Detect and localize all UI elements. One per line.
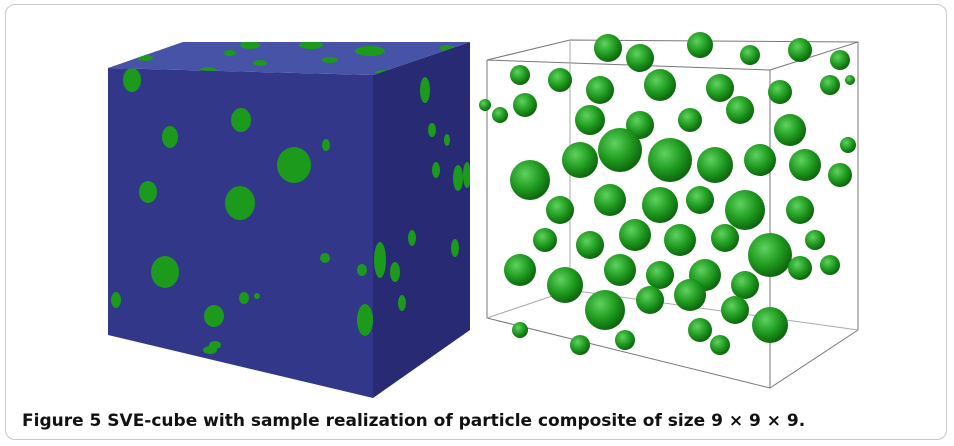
figure-art: [0, 0, 954, 446]
inclusion: [357, 304, 373, 336]
particle: [820, 75, 840, 95]
particle: [774, 114, 806, 146]
particle: [726, 96, 754, 124]
particle: [644, 69, 676, 101]
particle: [748, 233, 792, 277]
inclusion: [453, 165, 463, 191]
page: {"figure": {"caption": "Figure 5 SVE-cub…: [0, 0, 954, 446]
inclusion: [420, 77, 430, 103]
particle: [706, 74, 734, 102]
particle: [664, 224, 696, 256]
inclusion: [151, 256, 179, 288]
inclusion: [322, 139, 330, 151]
particle: [830, 50, 850, 70]
particle: [788, 38, 812, 62]
particle: [512, 322, 528, 338]
inclusion: [408, 230, 416, 246]
particle: [687, 32, 713, 58]
particle: [504, 254, 536, 286]
particle: [510, 160, 550, 200]
inclusion: [253, 60, 267, 66]
inclusion: [451, 239, 459, 257]
inclusion: [322, 57, 338, 63]
particle: [805, 230, 825, 250]
inclusion: [224, 50, 236, 56]
particle: [789, 149, 821, 181]
figure-caption: Figure 5 SVE-cube with sample realizatio…: [22, 411, 805, 431]
inclusion: [139, 181, 157, 203]
particle: [570, 335, 590, 355]
inclusion: [428, 123, 436, 137]
particle: [740, 45, 760, 65]
inclusion: [432, 162, 440, 178]
particle: [615, 330, 635, 350]
inclusion: [137, 55, 153, 61]
particle: [686, 186, 714, 214]
particle: [546, 196, 574, 224]
inclusion: [390, 262, 400, 282]
particle: [562, 142, 598, 178]
particle: [744, 144, 776, 176]
inclusion: [355, 46, 385, 56]
inclusion: [204, 305, 224, 327]
particle: [840, 137, 856, 153]
particle: [636, 286, 664, 314]
inclusion: [231, 108, 251, 132]
particles: [479, 32, 856, 355]
inclusion: [162, 126, 178, 148]
inclusion: [357, 264, 367, 276]
particle: [788, 256, 812, 280]
particle: [648, 138, 692, 182]
particle: [619, 219, 651, 251]
particle: [721, 296, 749, 324]
inclusion: [444, 134, 450, 146]
particle: [585, 290, 625, 330]
particle: [626, 44, 654, 72]
particle: [828, 163, 852, 187]
inclusion: [111, 292, 121, 308]
inclusion: [398, 295, 406, 311]
particle: [710, 335, 730, 355]
particle: [492, 107, 508, 123]
solid-cube: [108, 41, 471, 398]
inclusion: [203, 346, 217, 354]
particle: [594, 184, 626, 216]
particle: [547, 267, 583, 303]
particle: [768, 80, 792, 104]
particle: [711, 224, 739, 252]
inclusion: [374, 242, 386, 278]
particle: [752, 307, 788, 343]
particle: [674, 279, 706, 311]
particle: [678, 108, 702, 132]
particle: [479, 99, 491, 111]
inclusion: [239, 292, 249, 304]
inclusion: [240, 41, 260, 49]
particle: [575, 105, 605, 135]
inclusion: [277, 147, 311, 183]
particle: [697, 147, 733, 183]
inclusion: [299, 41, 323, 49]
particle: [642, 187, 678, 223]
particle: [646, 261, 674, 289]
particle: [510, 65, 530, 85]
particle: [820, 255, 840, 275]
inclusion: [463, 162, 471, 188]
particle: [731, 271, 759, 299]
particle: [725, 190, 765, 230]
inclusion: [254, 293, 260, 299]
particle: [598, 128, 642, 172]
particle: [586, 76, 614, 104]
particle: [513, 93, 537, 117]
particle: [594, 34, 622, 62]
particle: [533, 228, 557, 252]
particle: [845, 75, 855, 85]
particle: [548, 68, 572, 92]
inclusion: [320, 253, 330, 263]
particle: [576, 231, 604, 259]
inclusion: [123, 68, 141, 92]
inclusion: [225, 186, 255, 220]
particle: [786, 196, 814, 224]
particle: [688, 318, 712, 342]
particle: [604, 254, 636, 286]
